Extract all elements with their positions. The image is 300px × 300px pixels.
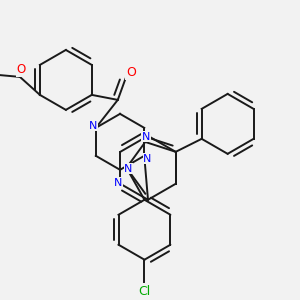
Text: N: N <box>142 132 150 142</box>
Text: N: N <box>124 164 133 174</box>
Text: N: N <box>88 121 97 131</box>
Text: O: O <box>16 63 26 76</box>
Text: N: N <box>114 178 122 188</box>
Text: N: N <box>143 154 152 164</box>
Text: Cl: Cl <box>138 285 151 298</box>
Text: O: O <box>126 66 136 80</box>
